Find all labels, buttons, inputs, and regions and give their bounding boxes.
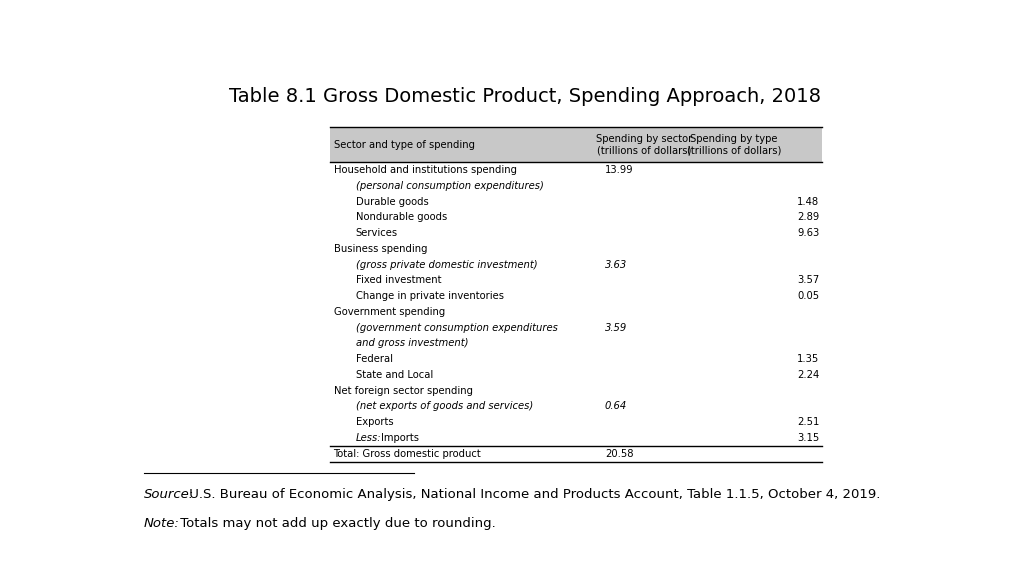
Text: 0.64: 0.64 [605, 401, 627, 411]
Text: Table 8.1 Gross Domestic Product, Spending Approach, 2018: Table 8.1 Gross Domestic Product, Spendi… [228, 87, 821, 106]
Text: Note:: Note: [143, 517, 180, 530]
Text: Spending by type
(trillions of dollars): Spending by type (trillions of dollars) [687, 134, 781, 156]
Text: (government consumption expenditures: (government consumption expenditures [355, 323, 558, 333]
Text: (personal consumption expenditures): (personal consumption expenditures) [355, 181, 544, 191]
Text: Durable goods: Durable goods [355, 196, 428, 207]
Text: 1.35: 1.35 [797, 354, 819, 364]
Text: and gross investment): and gross investment) [355, 339, 468, 348]
Text: Source:: Source: [143, 488, 195, 501]
Text: 1.48: 1.48 [797, 196, 819, 207]
Text: Change in private inventories: Change in private inventories [355, 291, 504, 301]
Text: Business spending: Business spending [334, 244, 427, 254]
Text: 3.59: 3.59 [605, 323, 627, 333]
Text: 3.63: 3.63 [605, 260, 627, 270]
Text: Fixed investment: Fixed investment [355, 275, 441, 286]
Text: Services: Services [355, 228, 398, 238]
Text: (net exports of goods and services): (net exports of goods and services) [355, 401, 534, 411]
Text: State and Local: State and Local [355, 370, 433, 380]
Text: Household and institutions spending: Household and institutions spending [334, 165, 516, 175]
Text: U.S. Bureau of Economic Analysis, National Income and Products Account, Table 1.: U.S. Bureau of Economic Analysis, Nation… [185, 488, 881, 501]
Text: 2.24: 2.24 [797, 370, 819, 380]
Text: 2.51: 2.51 [797, 417, 819, 427]
Text: 2.89: 2.89 [797, 213, 819, 222]
Text: Nondurable goods: Nondurable goods [355, 213, 447, 222]
Bar [331, 127, 822, 162]
Text: Exports: Exports [355, 417, 393, 427]
Text: (gross private domestic investment): (gross private domestic investment) [355, 260, 538, 270]
Text: Total: Gross domestic product: Total: Gross domestic product [334, 449, 481, 458]
Text: 9.63: 9.63 [797, 228, 819, 238]
Text: 13.99: 13.99 [605, 165, 634, 175]
Text: Sector and type of spending: Sector and type of spending [334, 139, 474, 150]
Text: Federal: Federal [355, 354, 393, 364]
Text: 20.58: 20.58 [605, 449, 634, 458]
Text: Spending by sector
(trillions of dollars): Spending by sector (trillions of dollars… [596, 134, 692, 156]
Text: Less:: Less: [355, 433, 381, 443]
Text: Imports: Imports [381, 433, 419, 443]
Text: 3.15: 3.15 [797, 433, 819, 443]
Text: 0.05: 0.05 [797, 291, 819, 301]
Text: Government spending: Government spending [334, 307, 444, 317]
Text: 3.57: 3.57 [797, 275, 819, 286]
Text: Totals may not add up exactly due to rounding.: Totals may not add up exactly due to rou… [176, 517, 496, 530]
Text: Net foreign sector spending: Net foreign sector spending [334, 386, 472, 396]
